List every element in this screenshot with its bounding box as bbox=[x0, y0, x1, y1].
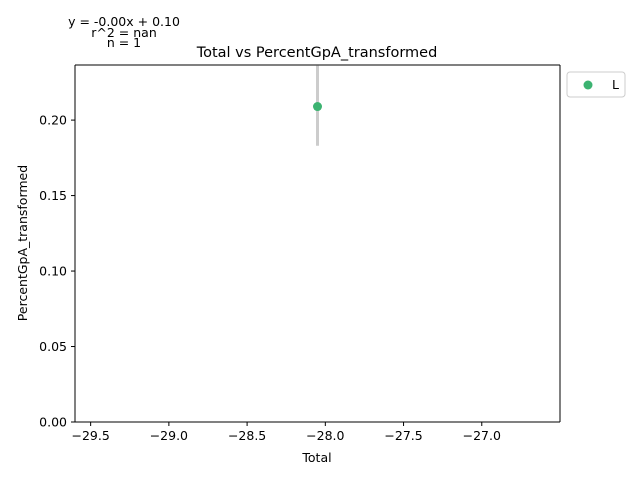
y-axis-ticks: 0.00 0.05 0.10 0.15 0.20 bbox=[39, 113, 75, 430]
x-tick-label: −28.0 bbox=[306, 428, 344, 443]
legend: L bbox=[566, 71, 626, 98]
y-tick-label: 0.00 bbox=[39, 415, 67, 430]
y-axis-label: PercentGpA_transformed bbox=[15, 165, 30, 321]
plot-area bbox=[313, 65, 322, 146]
y-tick-label: 0.10 bbox=[39, 264, 67, 279]
y-tick-label: 0.05 bbox=[39, 339, 67, 354]
data-point bbox=[313, 102, 322, 112]
legend-marker bbox=[583, 80, 593, 90]
y-tick-label: 0.20 bbox=[39, 113, 67, 128]
x-tick-label: −29.0 bbox=[150, 428, 188, 443]
y-tick-label: 0.15 bbox=[39, 188, 67, 203]
regression-equation: y = -0.00x + 0.10 bbox=[68, 14, 180, 29]
n-count-label: n = 1 bbox=[107, 35, 141, 50]
x-tick-label: −28.5 bbox=[228, 428, 266, 443]
x-tick-label: −29.5 bbox=[71, 428, 109, 443]
legend-box bbox=[566, 71, 626, 98]
x-tick-label: −27.5 bbox=[384, 428, 422, 443]
r-squared-label: r^2 = nan bbox=[91, 25, 157, 40]
legend-label: L bbox=[612, 77, 619, 92]
x-axis-ticks: −29.5 −29.0 −28.5 −28.0 −27.5 −27.0 bbox=[71, 422, 501, 443]
x-tick-label: −27.0 bbox=[463, 428, 501, 443]
chart-title: Total vs PercentGpA_transformed bbox=[196, 45, 438, 61]
x-axis-label: Total bbox=[301, 450, 331, 465]
